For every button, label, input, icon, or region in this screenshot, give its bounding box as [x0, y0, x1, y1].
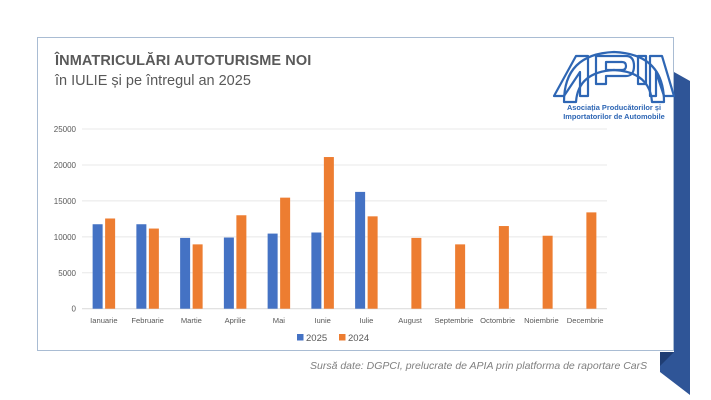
apia-logo: Asociația Producătorilor și Importatoril…	[550, 48, 678, 122]
chart-subtitle: în IULIE și pe întregul an 2025	[55, 73, 251, 89]
logo-line-1: Asociația Producătorilor și	[566, 103, 662, 112]
chart-title: ÎNMATRICULĂRI AUTOTURISME NOI	[55, 53, 312, 69]
apia-logo-icon	[552, 50, 676, 104]
ribbon-band	[660, 72, 690, 395]
chart-card: ÎNMATRICULĂRI AUTOTURISME NOI în IULIE ș…	[37, 37, 676, 351]
ribbon-fold	[660, 352, 674, 366]
logo-line-2: Importatorilor de Automobile	[563, 112, 665, 121]
source-note: Sursă date: DGPCI, prelucrate de APIA pr…	[310, 360, 648, 372]
